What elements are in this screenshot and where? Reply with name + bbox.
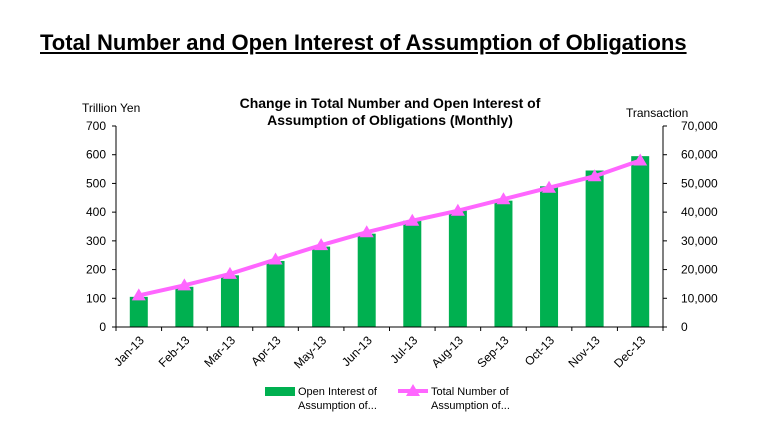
bar (312, 246, 331, 327)
left-tick-label: 400 (86, 205, 106, 219)
legend-bar-swatch (265, 387, 295, 396)
right-tick-label: 60,000 (681, 148, 718, 162)
bar-series (129, 156, 650, 327)
legend-line-label: Total Number of (431, 386, 510, 398)
line-series (131, 153, 648, 301)
right-tick-label: 40,000 (681, 205, 718, 219)
left-tick-label: 100 (86, 291, 106, 305)
bar (220, 275, 239, 327)
x-tick-label: Jul-13 (387, 333, 420, 366)
x-axis-ticks: Jan-13 Feb-13 Mar-13 Apr-13 May-13 Jun-13 Jul-… (111, 326, 664, 371)
x-tick-label: Sep-13 (474, 333, 511, 370)
bar (631, 156, 650, 327)
x-tick-label: Dec-13 (611, 333, 648, 370)
triangle-marker (314, 238, 329, 251)
triangle-marker (131, 288, 146, 301)
legend-bar-label: Assumption of... (298, 400, 377, 412)
right-tick-label: 10,000 (681, 291, 718, 305)
x-tick-label: Jan-13 (111, 333, 147, 369)
x-tick-label: May-13 (291, 333, 329, 371)
x-tick-label: Aug-13 (429, 333, 466, 370)
bar (175, 286, 194, 327)
left-tick-label: 0 (99, 320, 106, 334)
left-tick-label: 600 (86, 148, 106, 162)
series-line (138, 158, 641, 298)
bar (494, 200, 513, 327)
left-axis-ticks: 0 100 200 300 400 500 600 700 (86, 119, 117, 334)
bar (540, 186, 559, 327)
x-tick-label: Apr-13 (248, 333, 284, 369)
legend-bar-label: Open Interest of (298, 386, 378, 398)
bar (129, 296, 148, 327)
legend: Open Interest of Assumption of... Total Nu… (265, 384, 510, 412)
triangle-marker (450, 203, 465, 216)
right-tick-label: 50,000 (681, 176, 718, 190)
right-tick-label: 20,000 (681, 263, 718, 277)
triangle-marker (633, 153, 648, 166)
triangle-marker (496, 192, 511, 205)
triangle-marker (405, 213, 420, 226)
x-tick-label: Feb-13 (156, 333, 193, 370)
x-tick-label: Jun-13 (339, 333, 375, 369)
right-axis-ticks: 0 10,000 20,000 30,000 40,000 50,000 60,000 70,… (662, 119, 718, 334)
bar (266, 260, 285, 327)
legend-line-label: Assumption of... (431, 400, 510, 412)
left-tick-label: 200 (86, 263, 106, 277)
triangle-marker (222, 266, 237, 279)
page-title: Total Number and Open Interest of Assump… (40, 30, 687, 55)
left-tick-label: 300 (86, 234, 106, 248)
left-tick-label: 700 (86, 119, 106, 133)
x-tick-label: Mar-13 (201, 333, 238, 370)
triangle-marker (177, 278, 192, 291)
right-tick-label: 0 (681, 320, 688, 334)
chart-title-line: Assumption of Obligations (Monthly) (267, 112, 513, 128)
bar (585, 170, 604, 327)
right-tick-label: 30,000 (681, 234, 718, 248)
chart-titles: Trillion Yen Transaction Change in Total N… (82, 95, 688, 128)
right-tick-label: 70,000 (681, 119, 718, 133)
x-tick-label: Oct-13 (522, 333, 558, 369)
x-tick-label: Nov-13 (565, 333, 602, 370)
triangle-marker (268, 252, 283, 265)
left-axis-title: Trillion Yen (82, 101, 140, 115)
triangle-marker (359, 225, 374, 238)
legend-line-marker (406, 384, 420, 396)
left-tick-label: 500 (86, 176, 106, 190)
bar (357, 233, 376, 327)
triangle-marker (587, 169, 602, 182)
bar (403, 220, 422, 327)
right-axis-title: Transaction (626, 106, 688, 120)
bar (448, 210, 467, 327)
triangle-marker (542, 180, 557, 193)
chart-title-line: Change in Total Number and Open Interest… (240, 95, 541, 111)
